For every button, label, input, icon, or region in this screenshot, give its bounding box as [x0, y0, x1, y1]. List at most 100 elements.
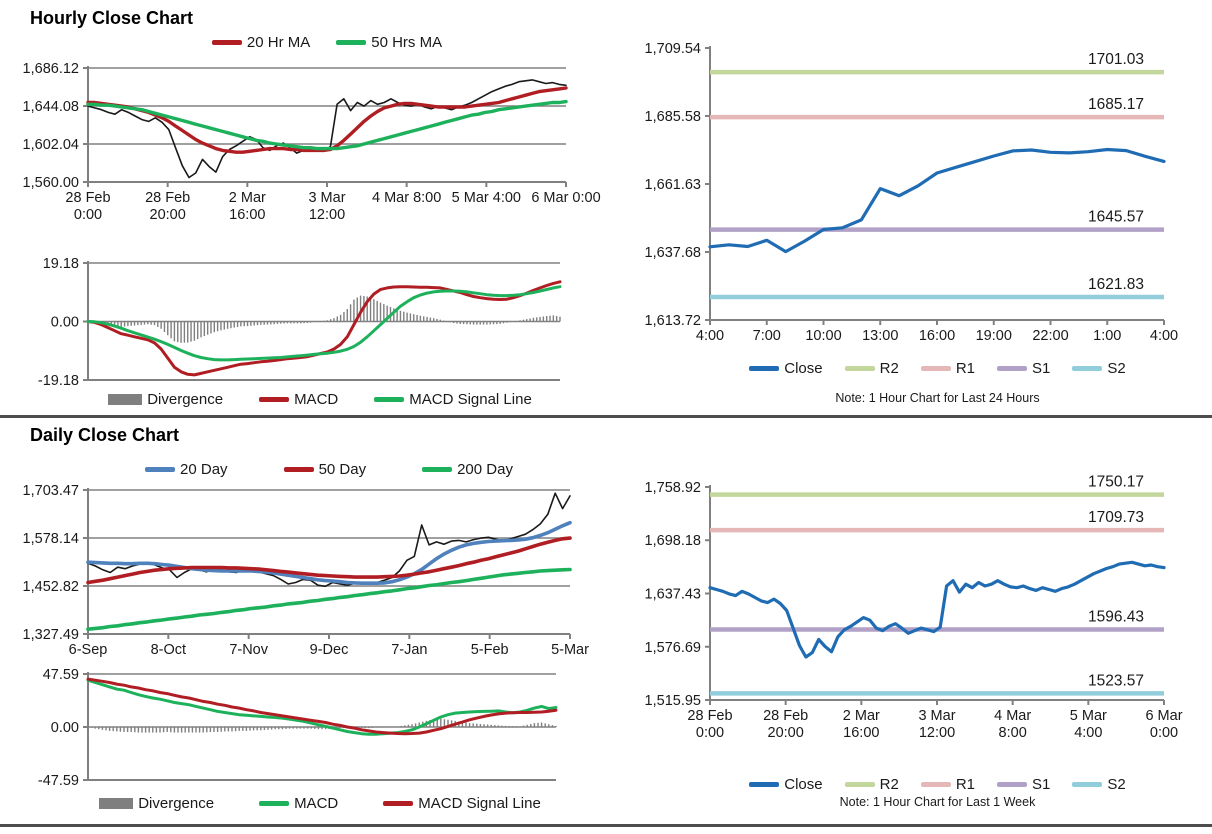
svg-text:1645.57: 1645.57 [1088, 209, 1144, 226]
legend-swatch [997, 782, 1027, 787]
legend-swatch [844, 366, 875, 371]
series-20-day [86, 520, 572, 586]
legend-label: Close [784, 776, 823, 793]
svg-text:4:00: 4:00 [696, 328, 724, 344]
legend-item: S1 [997, 776, 1050, 793]
legend-label: R2 [879, 776, 899, 793]
daily-close-quadrant: Daily Close Chart 20 Day 50 Day 200 Day Di… [0, 417, 606, 834]
daily-chart-title: Daily Close Chart [30, 425, 180, 445]
svg-text:20:00: 20:00 [768, 725, 804, 741]
hourly-chart-title: Hourly Close Chart [30, 8, 194, 28]
svg-text:2 Mar: 2 Mar [229, 190, 266, 206]
svg-text:1,576.69: 1,576.69 [645, 640, 701, 656]
legend-swatch [374, 397, 405, 402]
svg-text:47.59: 47.59 [43, 667, 79, 683]
hourly_macd-plot: 19.18 0.00 -19.18 [38, 256, 562, 389]
legend-label: 50 Hrs MA [371, 34, 443, 51]
svg-text:5-Feb: 5-Feb [471, 642, 509, 658]
svg-text:19:00: 19:00 [976, 328, 1012, 344]
svg-text:6-Sep: 6-Sep [69, 642, 108, 658]
svg-text:1,452.82: 1,452.82 [23, 579, 79, 595]
daily-ma-legend: 20 Day 50 Day 200 Day [88, 461, 570, 478]
legend-label: Divergence [138, 795, 215, 812]
legend-label: 20 Day [180, 461, 228, 478]
svg-text:-47.59: -47.59 [38, 773, 79, 789]
legend-label: S1 [1032, 360, 1051, 377]
legend-item: 50 Hrs MA [336, 34, 442, 51]
svg-text:1,327.49: 1,327.49 [23, 627, 79, 643]
svg-text:0:00: 0:00 [696, 725, 724, 741]
legend-label: MACD Signal Line [418, 795, 541, 812]
hourly-ma-legend: 20 Hr MA 50 Hrs MA [88, 34, 566, 51]
svg-text:19.18: 19.18 [43, 256, 79, 272]
legend-item: S2 [1072, 360, 1126, 377]
legend-label: R1 [955, 776, 975, 793]
svg-text:1,758.92: 1,758.92 [645, 480, 701, 496]
svg-text:7-Nov: 7-Nov [229, 642, 268, 658]
legend-label: S2 [1107, 360, 1126, 377]
svg-text:3 Mar: 3 Mar [308, 190, 345, 206]
svg-text:1523.57: 1523.57 [1088, 672, 1144, 689]
weekly-pivot-note: Note: 1 Hour Chart for Last 1 Week [839, 795, 1036, 809]
series-macd [86, 678, 558, 736]
legend-item: Divergence [108, 391, 223, 408]
svg-text:0.00: 0.00 [51, 720, 79, 736]
legend-item: R2 [844, 360, 899, 377]
legend-item: 200 Day [422, 461, 513, 478]
legend-swatch [749, 782, 780, 787]
legend-label: R1 [955, 360, 975, 377]
legend-label: R2 [879, 360, 899, 377]
legend-item: S2 [1072, 776, 1126, 793]
daily_macd-plot: 47.59 0.00 -47.59 [38, 667, 558, 789]
legend-item: R1 [920, 360, 975, 377]
svg-text:1685.17: 1685.17 [1088, 96, 1144, 113]
legend-item: MACD [259, 391, 338, 408]
svg-text:22:00: 22:00 [1032, 328, 1068, 344]
svg-text:16:00: 16:00 [843, 725, 879, 741]
svg-text:1,637.43: 1,637.43 [645, 587, 701, 603]
svg-text:7-Jan: 7-Jan [391, 642, 427, 658]
svg-text:1621.83: 1621.83 [1088, 276, 1144, 293]
legend-item: MACD Signal Line [383, 795, 541, 812]
legend-item: S1 [997, 360, 1050, 377]
legend-swatch [336, 40, 367, 45]
svg-text:4 Mar 8:00: 4 Mar 8:00 [372, 190, 441, 206]
series-macd-signal-line [86, 677, 558, 736]
close_24h-plot: 1,709.54 1,685.58 1,661.63 1,637.68 1,613.72… [645, 41, 1179, 344]
svg-text:28 Feb: 28 Feb [687, 708, 732, 724]
legend-label: 200 Day [457, 461, 513, 478]
svg-text:5 Mar 4:00: 5 Mar 4:00 [452, 190, 521, 206]
svg-text:1,685.58: 1,685.58 [645, 109, 701, 125]
svg-text:3 Mar: 3 Mar [918, 708, 955, 724]
bottom-divider [0, 824, 1212, 827]
legend-label: 50 Day [318, 461, 367, 478]
hourly-pivot-quadrant: Close R2 R1 S1 S2 Note: 1 Hour Chart for Las… [606, 0, 1212, 417]
legend-item: MACD [259, 795, 338, 812]
legend-item: MACD Signal Line [374, 391, 532, 408]
svg-text:1,560.00: 1,560.00 [23, 175, 79, 191]
hourly-close-quadrant: Hourly Close Chart 20 Hr MA 50 Hrs MA Div… [0, 0, 606, 417]
svg-text:1,703.47: 1,703.47 [23, 483, 79, 499]
svg-text:9-Dec: 9-Dec [310, 642, 349, 658]
weekly-pivot-legend: Close R2 R1 S1 S2 [710, 776, 1165, 793]
legend-swatch [108, 394, 143, 405]
legend-swatch [383, 801, 414, 806]
legend-swatch [99, 798, 134, 809]
svg-text:28 Feb: 28 Feb [145, 190, 190, 206]
svg-text:8:00: 8:00 [999, 725, 1027, 741]
hourly-pivot-note: Note: 1 Hour Chart for Last 24 Hours [835, 391, 1040, 405]
legend-item: Divergence [99, 795, 214, 812]
legend-item: 50 Day [283, 461, 367, 478]
legend-swatch [259, 397, 290, 402]
svg-text:8-Oct: 8-Oct [151, 642, 186, 658]
middle-divider [0, 415, 1212, 418]
svg-text:28 Feb: 28 Feb [763, 708, 808, 724]
svg-text:1,602.04: 1,602.04 [23, 137, 79, 153]
svg-text:0:00: 0:00 [74, 207, 102, 223]
legend-label: 20 Hr MA [246, 34, 311, 51]
svg-text:1750.17: 1750.17 [1088, 474, 1144, 491]
svg-text:12:00: 12:00 [919, 725, 955, 741]
legend-swatch [259, 801, 290, 806]
